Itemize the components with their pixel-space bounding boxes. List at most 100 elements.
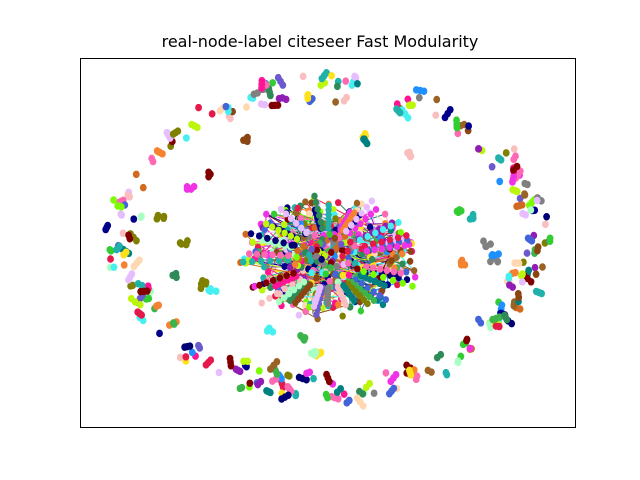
graph-node [509,283,517,291]
graph-node [533,196,541,205]
graph-node [368,197,376,205]
graph-node [293,253,300,261]
graph-node [249,238,256,246]
graph-node [386,236,393,244]
graph-node [454,358,462,367]
graph-node [327,248,335,257]
graph-node [457,258,465,266]
graph-node [130,262,138,271]
graph-node [347,238,354,246]
graph-node [313,274,320,282]
graph-node [378,245,386,253]
network-graph [102,69,554,410]
graph-node [306,368,314,376]
graph-node [509,178,516,186]
graph-node [268,101,276,110]
graph-node [403,232,410,240]
graph-node [247,230,255,238]
graph-node [257,100,265,108]
graph-node [454,129,462,138]
graph-node [273,290,281,298]
graph-node [409,282,416,290]
graph-node [511,259,519,267]
graph-node [319,224,326,232]
graph-node [196,344,204,352]
graph-node [294,247,301,255]
graph-node [311,192,318,200]
graph-node [330,206,337,214]
graph-node [280,294,288,302]
graph-node [351,259,359,267]
graph-node [344,247,352,255]
graph-node [267,91,274,100]
graph-node [527,206,535,214]
graph-node [261,251,268,259]
graph-node [246,379,254,387]
graph-node [510,302,518,310]
graph-node [368,255,376,263]
graph-node [348,221,355,229]
graph-node [339,252,346,260]
graph-node [206,287,214,296]
graph-node [376,280,383,288]
graph-node [415,93,423,102]
graph-node [380,273,387,281]
graph-node [358,280,365,288]
graph-node [334,199,342,207]
graph-node [276,274,284,282]
graph-node [446,105,454,114]
graph-node [286,263,294,271]
graph-node [381,282,388,290]
graph-node [361,289,369,297]
graph-node [160,214,168,223]
graph-node [327,264,334,272]
graph-node [310,374,317,383]
graph-node [358,250,366,258]
graph-node [315,211,323,219]
graph-node [300,243,307,251]
graph-node [382,369,390,377]
graph-node [518,272,525,280]
graph-node [249,258,256,266]
graph-node [534,247,541,255]
graph-node [305,210,313,218]
graph-node [280,221,288,229]
graph-node [297,214,305,223]
graph-node [356,236,364,244]
graph-node [301,334,309,342]
graph-node [282,210,290,218]
graph-node [295,282,303,290]
graph-node [360,267,367,276]
graph-node [324,393,331,402]
graph-node [119,229,127,237]
graph-node [359,390,367,398]
graph-node [292,299,299,307]
graph-node [359,402,367,410]
graph-node [334,278,341,286]
graph-node [397,229,404,237]
graph-node [370,389,378,397]
graph-node [183,237,191,245]
nodes [102,69,554,410]
graph-node [453,116,460,124]
graph-node [262,220,270,228]
graph-node [264,268,272,276]
graph-node [317,81,325,89]
graph-node [182,134,190,142]
graph-node [361,135,368,143]
graph-node [263,279,270,287]
graph-node [513,162,521,171]
graph-node [339,271,346,279]
graph-node [304,90,312,99]
graph-node [371,246,378,254]
graph-node [357,220,364,228]
graph-node [390,268,398,276]
graph-node [133,237,140,245]
graph-node [128,270,136,278]
graph-node [169,319,177,327]
graph-node [366,293,373,301]
graph-node [363,247,371,255]
graph-node [339,312,346,320]
graph-node [174,127,182,135]
graph-node [201,279,208,288]
